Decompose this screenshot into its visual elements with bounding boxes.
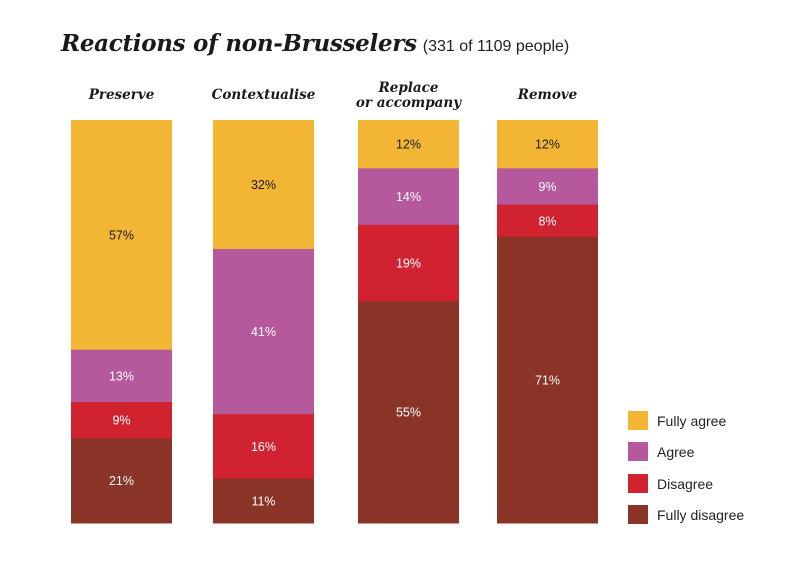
category-label-line: Preserve bbox=[88, 87, 155, 103]
bar-segment bbox=[71, 438, 172, 524]
legend-swatch bbox=[628, 474, 648, 493]
data-label: 55% bbox=[396, 406, 421, 420]
data-label: 8% bbox=[538, 214, 556, 228]
data-label: 13% bbox=[109, 369, 134, 383]
data-label: 9% bbox=[112, 414, 130, 428]
bar-segment bbox=[358, 301, 459, 524]
legend-swatch bbox=[628, 442, 648, 461]
category-label-line: Contextualise bbox=[211, 87, 316, 103]
data-label: 32% bbox=[251, 178, 276, 192]
legend-label: Disagree bbox=[657, 476, 714, 492]
bar-segment bbox=[213, 478, 314, 524]
data-label: 11% bbox=[251, 494, 275, 508]
bar-segment bbox=[497, 120, 598, 169]
bar-segment bbox=[71, 349, 172, 403]
bar-segment bbox=[358, 120, 459, 169]
category-label: Preserve bbox=[47, 88, 197, 103]
bar-segment bbox=[497, 168, 598, 206]
bar-segment bbox=[213, 248, 314, 415]
bar-stack: 12% 9% 8% 71% bbox=[497, 120, 598, 524]
bar-segment bbox=[497, 204, 598, 238]
data-label: 21% bbox=[109, 474, 134, 488]
category-label: Replace or accompany bbox=[334, 81, 484, 111]
category-label-line: or accompany bbox=[355, 95, 462, 111]
category-label: Remove bbox=[473, 88, 623, 103]
bar-stack: 12% 14% 19% 55% bbox=[358, 120, 459, 524]
bar-segment bbox=[71, 120, 172, 351]
bar-segment bbox=[358, 168, 459, 226]
chart-subtitle: (331 of 1109 people) bbox=[422, 38, 570, 55]
bar-stack: 32% 41% 16% 11% bbox=[213, 120, 314, 524]
bar-segment bbox=[213, 414, 314, 480]
data-label: 71% bbox=[535, 373, 560, 387]
chart-title-text: Reactions of non-Brusselers bbox=[61, 30, 417, 57]
bar-segment bbox=[358, 224, 459, 302]
data-label: 12% bbox=[535, 138, 560, 152]
category-label-line: Replace bbox=[378, 80, 439, 96]
legend-swatch bbox=[628, 411, 648, 430]
category-label-line: Remove bbox=[517, 87, 578, 103]
bar-segment bbox=[213, 120, 314, 250]
legend-label: Fully disagree bbox=[657, 507, 745, 523]
category-label: Contextualise bbox=[189, 88, 339, 103]
bar-segment bbox=[71, 402, 172, 439]
data-label: 41% bbox=[251, 325, 276, 339]
data-label: 19% bbox=[396, 257, 421, 271]
data-label: 16% bbox=[251, 440, 276, 454]
legend-swatch bbox=[628, 505, 648, 524]
data-label: 57% bbox=[109, 228, 134, 242]
bar-stack: 57% 13% 9% 21% bbox=[71, 120, 172, 524]
chart-title: Reactions of non-Brusselers (331 of 1109 … bbox=[61, 30, 569, 57]
data-label: 9% bbox=[538, 180, 556, 194]
data-label: 12% bbox=[396, 138, 421, 152]
legend-label: Fully agree bbox=[657, 413, 727, 429]
bar-segment bbox=[497, 236, 598, 524]
legend-label: Agree bbox=[657, 444, 695, 460]
data-label: 14% bbox=[396, 190, 421, 204]
